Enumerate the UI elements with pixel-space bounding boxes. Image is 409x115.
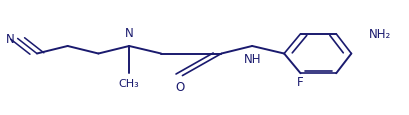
Text: CH₃: CH₃: [119, 78, 139, 88]
Text: F: F: [297, 75, 303, 88]
Text: N: N: [124, 27, 133, 40]
Text: NH: NH: [243, 52, 260, 65]
Text: N: N: [6, 33, 14, 46]
Text: NH₂: NH₂: [368, 28, 390, 41]
Text: O: O: [175, 80, 184, 93]
